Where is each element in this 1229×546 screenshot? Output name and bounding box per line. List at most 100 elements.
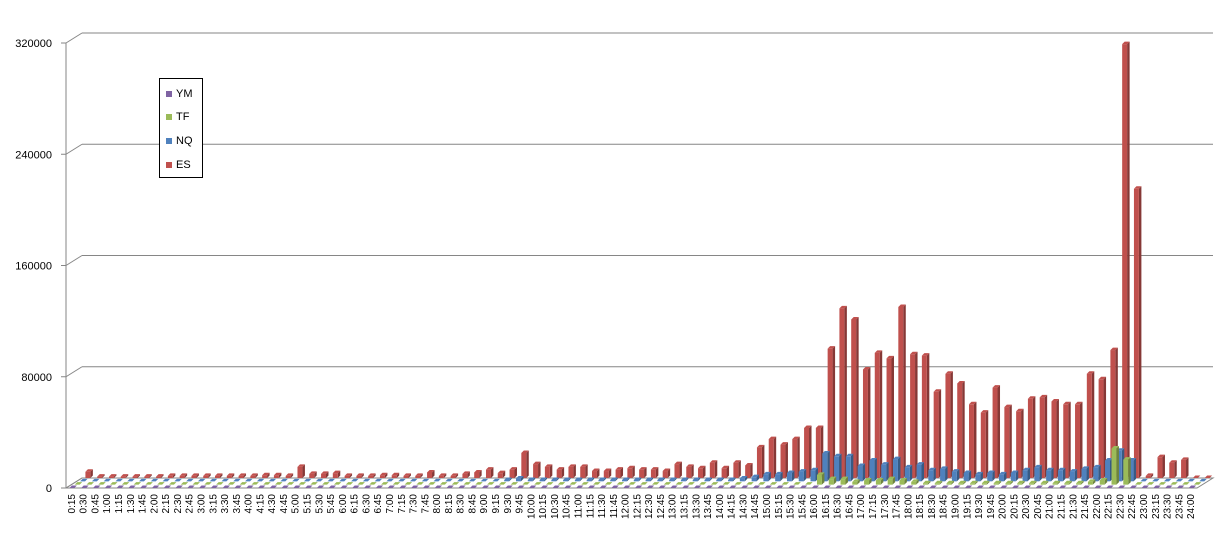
bar-front bbox=[669, 479, 675, 482]
x-tick-label: 12:30 bbox=[644, 494, 655, 519]
bar-front bbox=[403, 475, 409, 478]
bar-top bbox=[163, 485, 172, 488]
bar-top bbox=[332, 470, 341, 474]
bar-ym bbox=[717, 485, 725, 489]
bar-es bbox=[733, 460, 741, 478]
bar-top bbox=[1182, 482, 1190, 485]
bar-tf bbox=[463, 482, 471, 485]
bar-top bbox=[917, 485, 926, 488]
bar-front bbox=[822, 453, 828, 482]
bar-top bbox=[209, 478, 218, 482]
bar-front bbox=[728, 479, 734, 482]
bar-side bbox=[950, 371, 953, 478]
chart-floor bbox=[64, 477, 1215, 489]
bar-es bbox=[485, 467, 494, 478]
bar-top bbox=[286, 482, 295, 485]
bar-nq bbox=[798, 469, 807, 482]
bar-nq bbox=[669, 477, 677, 482]
bar-top bbox=[792, 436, 800, 440]
bar-top bbox=[887, 476, 896, 480]
bar-front bbox=[1022, 470, 1028, 482]
bar-top bbox=[1181, 457, 1189, 460]
bar-tf bbox=[133, 482, 142, 485]
bar-tf bbox=[981, 480, 990, 485]
bar-top bbox=[409, 478, 418, 482]
bar-tf bbox=[98, 482, 106, 485]
bar-tf bbox=[298, 482, 307, 485]
bar-top bbox=[568, 464, 576, 467]
bar-top bbox=[1016, 408, 1024, 412]
x-tick-label: 8:15 bbox=[444, 494, 455, 514]
bar-side bbox=[1128, 457, 1131, 485]
bar-top bbox=[911, 479, 919, 482]
bar-ym bbox=[905, 485, 914, 489]
bar-front bbox=[344, 475, 350, 478]
bar-nq bbox=[987, 470, 995, 482]
bar-nq bbox=[1081, 466, 1089, 482]
bar-top bbox=[740, 485, 749, 488]
bar-top bbox=[945, 371, 953, 374]
bar-side bbox=[856, 316, 859, 478]
bar-tf bbox=[310, 482, 318, 485]
x-tick-label: 16:30 bbox=[833, 494, 844, 519]
bar-top bbox=[710, 482, 719, 485]
bar-es bbox=[1122, 41, 1130, 478]
x-tick-label: 12:45 bbox=[656, 494, 667, 519]
bar-front bbox=[1029, 483, 1034, 485]
bar-tf bbox=[1087, 479, 1096, 485]
bar-front bbox=[497, 473, 503, 478]
bar-front bbox=[527, 479, 533, 482]
x-tick-label: 19:45 bbox=[986, 494, 997, 519]
x-tick-label: 23:30 bbox=[1163, 494, 1174, 519]
bar-top bbox=[469, 485, 478, 488]
bar-nq bbox=[138, 478, 147, 482]
bar-top bbox=[481, 485, 490, 488]
x-tick-label: 18:15 bbox=[915, 494, 926, 519]
bar-top bbox=[904, 464, 913, 468]
bar-tf bbox=[227, 482, 236, 485]
bar-es bbox=[721, 465, 730, 478]
bar-side bbox=[1010, 480, 1013, 485]
bar-tf bbox=[722, 482, 731, 485]
bar-top bbox=[527, 477, 536, 480]
x-tick-label: 5:15 bbox=[303, 494, 314, 514]
bar-top bbox=[969, 401, 977, 405]
bar-side bbox=[337, 470, 341, 478]
bar-top bbox=[556, 467, 565, 470]
bar-front bbox=[120, 476, 126, 478]
bar-side bbox=[1079, 401, 1083, 478]
bar-es bbox=[615, 467, 624, 478]
bar-front bbox=[1034, 467, 1040, 482]
bar-es bbox=[285, 473, 294, 478]
bar-top bbox=[1086, 371, 1095, 374]
bar-top bbox=[616, 482, 625, 485]
bar-ym bbox=[799, 485, 808, 489]
bar-front bbox=[132, 476, 138, 478]
bar-front bbox=[957, 383, 963, 478]
bar-front bbox=[450, 475, 456, 478]
legend-swatch-nq bbox=[166, 138, 172, 145]
bar-top bbox=[864, 477, 872, 481]
bar-ym bbox=[964, 485, 973, 489]
x-tick-label: 16:00 bbox=[809, 494, 820, 519]
bar-nq bbox=[940, 466, 948, 482]
bar-side bbox=[644, 467, 647, 478]
bar-top bbox=[257, 485, 266, 488]
bar-ym bbox=[399, 485, 407, 489]
bar-side bbox=[467, 471, 470, 478]
bar-es bbox=[969, 401, 977, 478]
bar-nq bbox=[822, 451, 830, 482]
bar-ym bbox=[293, 485, 301, 489]
bar-top bbox=[1034, 464, 1042, 468]
bar-side bbox=[255, 473, 258, 478]
bar-top bbox=[216, 482, 224, 485]
bar-nq bbox=[881, 462, 889, 482]
bar-front bbox=[509, 469, 515, 478]
bar-ym bbox=[988, 485, 996, 489]
bar-top bbox=[381, 482, 389, 485]
bar-tf bbox=[180, 482, 189, 485]
legend-item-es: ES bbox=[166, 158, 191, 172]
bar-top bbox=[898, 304, 906, 307]
bar-top bbox=[369, 482, 377, 485]
x-tick-label: 3:00 bbox=[196, 494, 207, 514]
